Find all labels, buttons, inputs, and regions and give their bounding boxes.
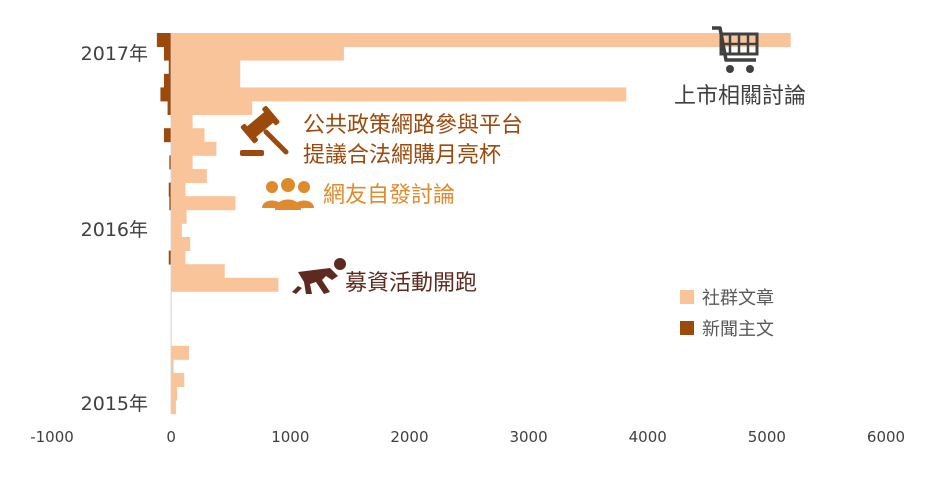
- x-tick-label: -1000: [30, 428, 74, 446]
- bar-social-posts: [171, 73, 241, 88]
- year-label-2017: 2017年: [81, 43, 148, 65]
- x-tick-label: 1000: [271, 428, 309, 446]
- annotation-petition-line1: 公共政策網路參與平台: [303, 113, 523, 138]
- bar-social-posts: [171, 114, 193, 129]
- bar-social-posts: [171, 223, 182, 238]
- bar-news: [168, 182, 172, 197]
- bar-social-posts: [171, 359, 174, 374]
- bar-social-posts: [171, 373, 185, 387]
- legend-swatch-news: [680, 321, 694, 335]
- year-label-2016: 2016年: [81, 219, 148, 241]
- x-tick-label: 5000: [748, 428, 786, 446]
- legend-swatch-social-posts: [680, 290, 694, 304]
- gavel-icon: [240, 106, 289, 156]
- bar-social-posts: [171, 277, 279, 292]
- shopping-cart-icon: [712, 26, 759, 73]
- x-tick-label: 3000: [509, 428, 547, 446]
- bar-social-posts: [171, 155, 193, 170]
- bar-social-posts: [171, 46, 344, 61]
- bar-social-posts: [171, 264, 225, 279]
- legend-label-news: 新聞主文: [702, 319, 774, 340]
- bar-social-posts: [171, 386, 178, 401]
- bar-news: [167, 101, 172, 115]
- bar-news: [169, 155, 172, 170]
- x-tick-label: 0: [166, 428, 176, 446]
- news-series: [156, 33, 172, 265]
- bar-social-posts: [171, 33, 791, 47]
- bar-social-posts: [171, 345, 190, 360]
- bar-news: [156, 33, 172, 47]
- x-tick-label: 6000: [867, 428, 905, 446]
- bar-social-posts: [171, 128, 205, 143]
- year-label-2015: 2015年: [81, 393, 148, 415]
- social-posts-series: [171, 33, 791, 415]
- bar-social-posts: [171, 141, 217, 156]
- bar-social-posts: [171, 101, 253, 115]
- bar-social-posts: [171, 169, 207, 183]
- bar-social-posts: [171, 196, 236, 211]
- x-tick-label: 4000: [629, 428, 667, 446]
- bar-social-posts: [171, 87, 627, 102]
- bar-news: [168, 60, 172, 75]
- annotation-crowdfunding: 募資活動開跑: [345, 271, 477, 296]
- runner-start-icon: [292, 258, 346, 294]
- bar-social-posts: [171, 209, 187, 224]
- bar-social-posts: [171, 182, 186, 197]
- annotation-petition-line2: 提議合法網購月亮杯: [303, 143, 501, 168]
- bar-news: [163, 73, 172, 88]
- bar-news: [163, 128, 172, 143]
- x-axis-ticks: -1000 0 1000 2000 3000 4000 5000 6000: [30, 428, 905, 446]
- annotation-listing: 上市相關討論: [674, 84, 806, 109]
- bar-social-posts: [171, 237, 191, 251]
- bar-news: [163, 46, 172, 61]
- bar-news: [168, 250, 172, 265]
- bar-news: [169, 196, 172, 211]
- x-tick-label: 2000: [390, 428, 428, 446]
- bar-social-posts: [171, 400, 176, 415]
- bar-social-posts: [171, 250, 186, 265]
- bar-social-posts: [171, 60, 241, 75]
- users-group-icon: [262, 178, 314, 210]
- legend-label-social-posts: 社群文章: [702, 288, 774, 309]
- annotation-netizen-discussion: 網友自發討論: [323, 183, 455, 208]
- bar-news: [160, 87, 172, 102]
